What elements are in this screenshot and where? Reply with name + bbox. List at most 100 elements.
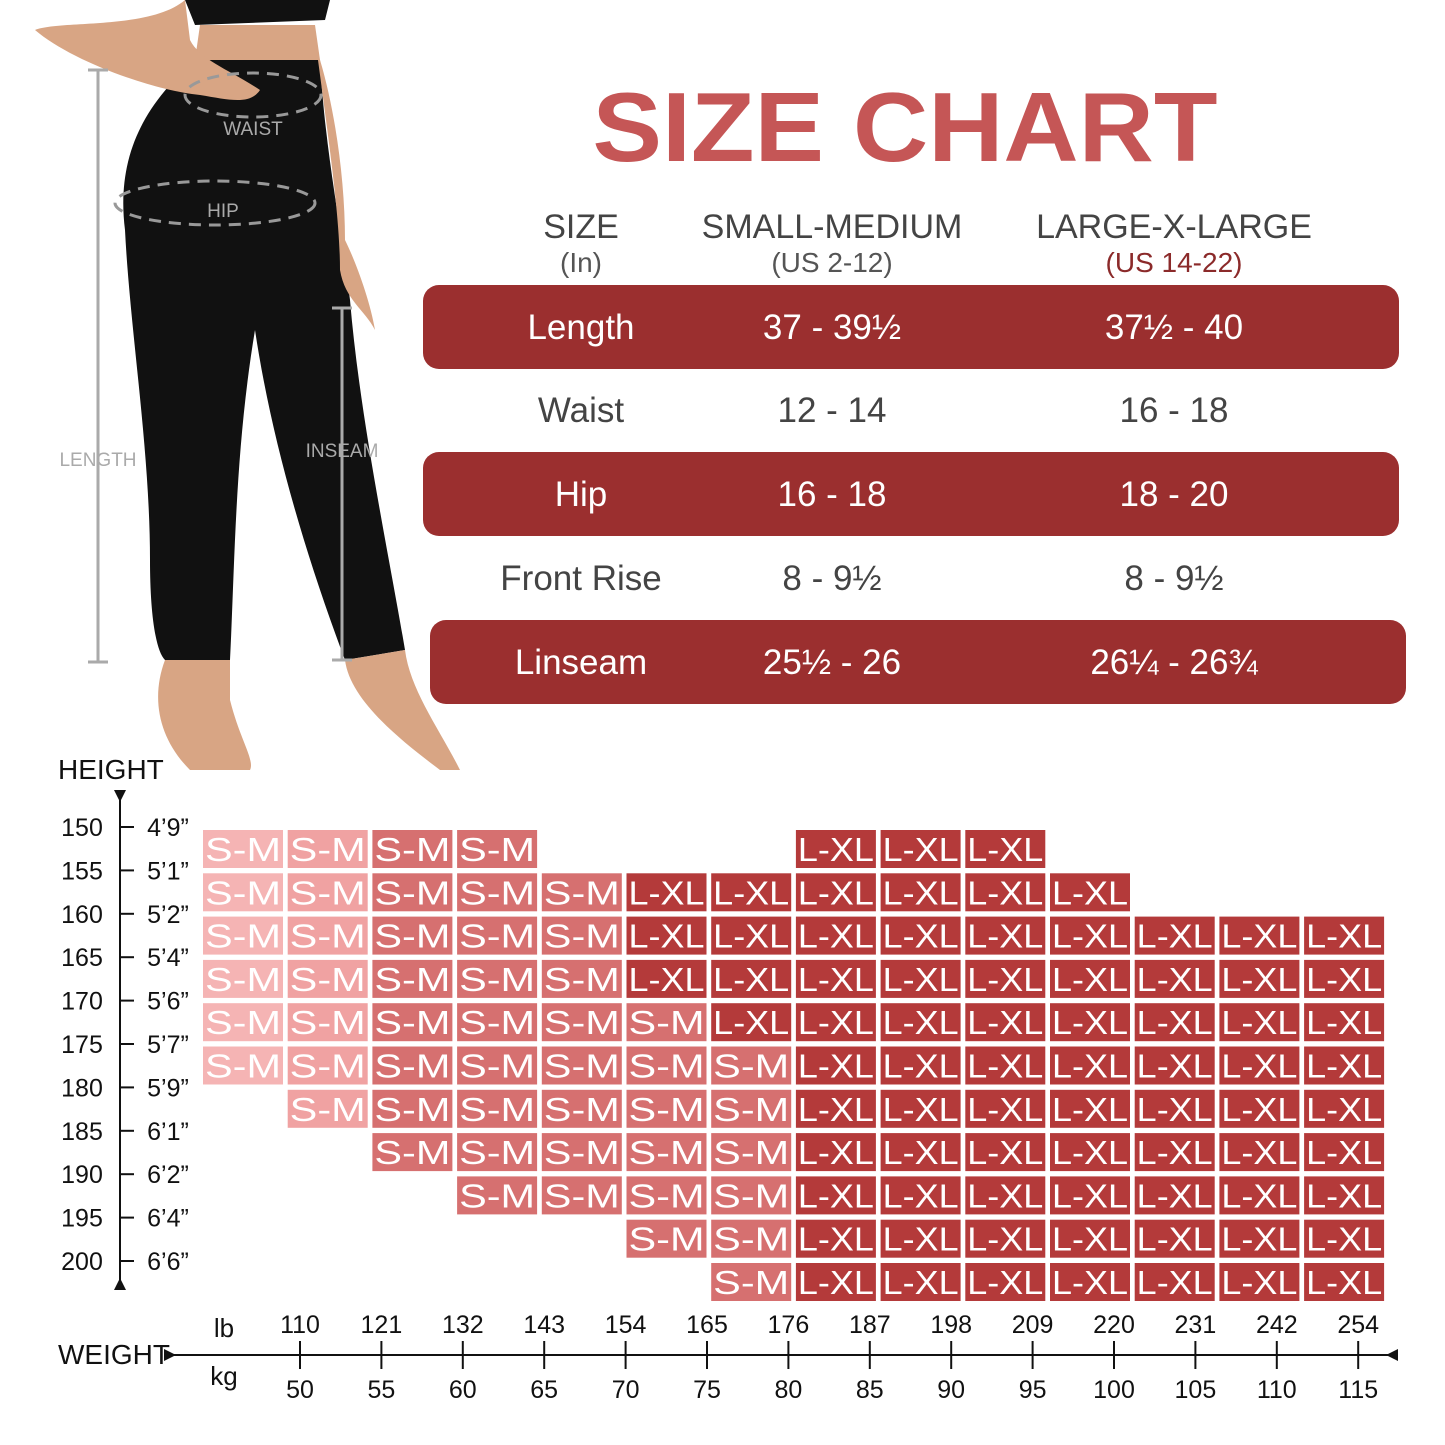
size-cell-label: L-XL [1221,1091,1297,1128]
size-cell-label: S-M [290,1091,366,1128]
size-cell [1304,1219,1385,1258]
size-cell-label: S-M [544,1091,620,1128]
size-cell-label: L-XL [798,961,874,998]
size-cell [1304,1003,1385,1042]
size-cell [287,916,368,955]
height-cm: 185 [61,1118,103,1146]
header-sub: (US 14-22) [1106,247,1243,278]
size-cell [287,830,368,868]
weight-lb: 242 [1256,1311,1298,1339]
size-cell-label: S-M [459,961,535,998]
size-cell [795,873,876,912]
size-cell-label: L-XL [967,1264,1043,1301]
size-cell-label: S-M [290,831,366,868]
size-cell [795,830,876,868]
size-cell-label: S-M [205,918,281,955]
size-cell-label: L-XL [967,1221,1043,1258]
size-cell [711,916,792,955]
weight-lb: 121 [361,1311,403,1339]
size-cell-label: L-XL [967,1004,1043,1041]
size-cell-label: L-XL [1052,1264,1128,1301]
size-cell-label: S-M [374,1004,450,1041]
model-figure [35,0,460,770]
height-ft: 5’6” [147,988,189,1016]
size-cell [203,830,283,868]
weight-lb: 220 [1093,1311,1135,1339]
size-cell-label: L-XL [967,1177,1043,1214]
size-cell [795,1176,876,1215]
size-cell [711,1219,792,1258]
size-cell [1050,1219,1130,1258]
height-title: HEIGHT [58,754,164,785]
size-cell-label: S-M [459,1004,535,1041]
size-cell [626,1133,707,1172]
header-label: SIZE [543,208,619,246]
size-cell [711,1046,792,1085]
size-cell-label: S-M [629,1004,705,1041]
size-cell [965,1003,1046,1042]
size-cell [287,959,368,998]
size-cell [795,959,876,998]
height-cm: 175 [61,1031,103,1059]
weight-lb: 110 [280,1311,320,1339]
size-cell [626,1003,707,1042]
size-cell-label: L-XL [1052,874,1128,911]
size-cell [1219,1003,1300,1042]
size-cell-label: S-M [290,1048,366,1085]
size-cell [1304,959,1385,998]
weight-kg: 85 [856,1376,884,1404]
weight-lb: 198 [930,1311,972,1339]
size-cell [626,916,707,955]
size-cell-label: L-XL [967,831,1043,868]
size-cell-label: L-XL [1052,1221,1128,1258]
size-cell [541,1176,622,1215]
size-cell-label: L-XL [1052,1177,1128,1214]
size-cell [795,1133,876,1172]
size-cell-label: L-XL [1306,1177,1382,1214]
height-cm: 180 [61,1074,103,1102]
arrow [114,1278,126,1290]
table-cell: 8 - 9½ [1124,559,1223,598]
size-cell [795,1003,876,1042]
size-cell-label: L-XL [1137,918,1213,955]
size-cell [1050,1263,1130,1301]
weight-kg: 50 [286,1376,314,1404]
size-cell-label: L-XL [1306,1264,1382,1301]
size-cell [541,1046,622,1085]
size-cell-label: L-XL [1306,1004,1382,1041]
size-cell [880,1263,961,1301]
size-cell-label: S-M [459,874,535,911]
size-cell-label: S-M [629,1221,705,1258]
size-cell-label: L-XL [1052,1091,1128,1128]
size-cell-label: L-XL [883,1221,959,1258]
size-cell [965,1046,1046,1085]
length-label: LENGTH [59,450,136,471]
table-cell: 18 - 20 [1120,475,1229,514]
size-cell [1219,1046,1300,1085]
weight-lb: 176 [768,1311,810,1339]
size-cell-label: L-XL [1137,961,1213,998]
table-cell: Waist [538,391,624,430]
size-cell [1134,1176,1215,1215]
size-cell [1219,1176,1300,1215]
size-cell [965,959,1046,998]
size-cell-label: S-M [290,874,366,911]
size-cell-label: S-M [544,918,620,955]
size-cell-label: L-XL [883,1177,959,1214]
size-cell [1050,959,1130,998]
size-cell [203,873,283,912]
weight-kg: 110 [1257,1376,1297,1404]
height-ft: 5’4” [147,944,189,972]
size-cell [711,1176,792,1215]
size-cell-label: S-M [629,1134,705,1171]
size-cell [372,1046,453,1085]
height-cm: 195 [61,1205,103,1233]
arrow [114,790,126,802]
weight-lb: 154 [605,1311,647,1339]
row-band [430,620,1406,704]
size-cell-label: L-XL [883,1004,959,1041]
size-cell-label: S-M [374,874,450,911]
size-cell [1219,1133,1300,1172]
size-cell [626,873,707,912]
size-cell-label: L-XL [1306,1134,1382,1171]
